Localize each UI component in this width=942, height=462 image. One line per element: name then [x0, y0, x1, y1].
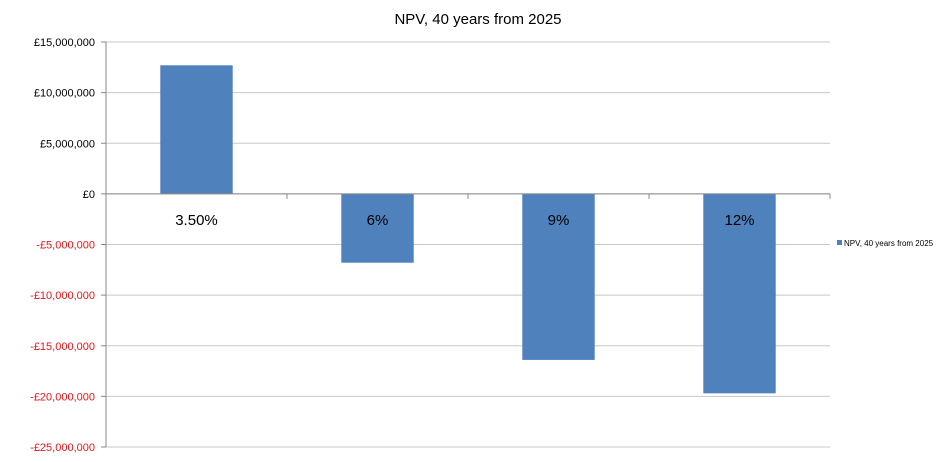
- y-tick-label: -£25,000,000: [30, 442, 95, 454]
- y-tick-label: £0: [83, 189, 95, 201]
- y-tick-label: -£10,000,000: [30, 290, 95, 302]
- legend-swatch: [837, 240, 842, 245]
- chart-title: NPV, 40 years from 2025: [394, 11, 561, 28]
- axes: [105, 42, 831, 447]
- category-label: 9%: [548, 212, 570, 229]
- bar-3.50%: [160, 65, 233, 194]
- y-tick-label: £10,000,000: [34, 88, 95, 100]
- y-tick-label: -£20,000,000: [30, 391, 95, 403]
- y-tick-label: -£5,000,000: [36, 240, 95, 252]
- legend-label: NPV, 40 years from 2025: [844, 239, 934, 248]
- y-axis-tick-labels: £15,000,000 £10,000,000 £5,000,000 £0 -£5,00…: [30, 37, 95, 454]
- y-tick-label: -£15,000,000: [30, 341, 95, 353]
- x-axis-category-labels: 3.50% 6% 9% 12%: [175, 212, 754, 229]
- category-label: 6%: [367, 212, 389, 229]
- category-label: 3.50%: [175, 212, 218, 229]
- legend: NPV, 40 years from 2025: [837, 239, 934, 248]
- bar-9%: [522, 193, 595, 360]
- y-tick-label: £15,000,000: [34, 37, 95, 49]
- bar-12%: [703, 193, 776, 394]
- category-label: 12%: [724, 212, 754, 229]
- bar-6%: [341, 193, 414, 263]
- bars: [160, 65, 776, 394]
- y-tick-label: £5,000,000: [40, 138, 95, 150]
